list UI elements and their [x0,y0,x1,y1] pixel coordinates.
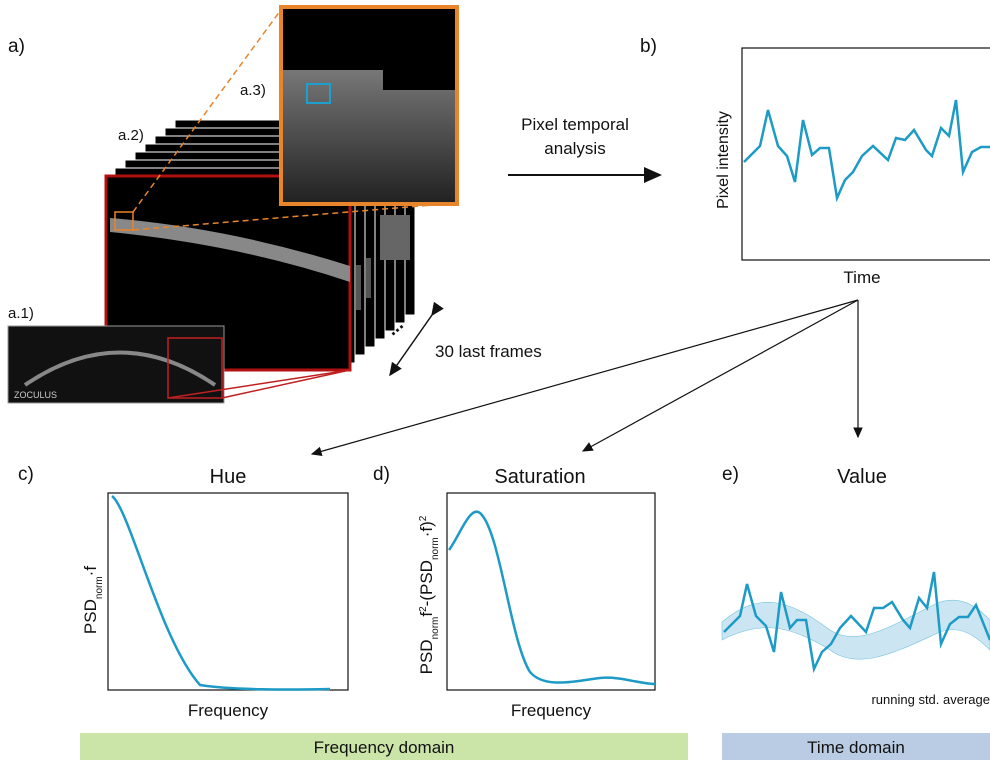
std-band [722,600,990,659]
x-label: Frequency [511,701,592,720]
panel-label: d) [373,464,390,485]
panel-title: Value [837,466,887,488]
intensity-line [744,100,990,198]
domain-label: Time domain [807,738,905,757]
legend: running std. average [871,692,990,707]
panel-title: Saturation [494,466,585,488]
domain-label: Frequency domain [314,738,455,757]
plot-frame [108,493,348,690]
arrow-text: Pixel temporal [521,115,629,134]
panel-title: Hue [210,466,247,488]
frames-note: 30 last frames [435,342,542,361]
hue-curve [112,496,330,690]
panel-label: c) [18,464,34,485]
x-label: Frequency [188,701,269,720]
panel-label: b) [640,36,657,57]
sub-label: a.3) [240,82,266,99]
arrow-text: analysis [544,139,605,158]
panel-label: a) [8,36,25,57]
y-label: Pixel intensity [715,111,732,209]
y-label: PSDnormf2-(PSDnorm·f)2 [417,515,441,674]
panel-label: e) [722,464,739,485]
sub-label: a.1) [8,305,34,322]
figure: a) a.2) ZOCULUS a.1) a.3) ... 30 last fr… [0,0,990,760]
sub-label: a.2) [118,127,144,144]
x-label: Time [843,268,880,287]
plot-frame [447,493,655,690]
brand: ZOCULUS [14,390,57,400]
saturation-curve [449,512,655,684]
y-label: PSDnorm·f [81,566,105,634]
